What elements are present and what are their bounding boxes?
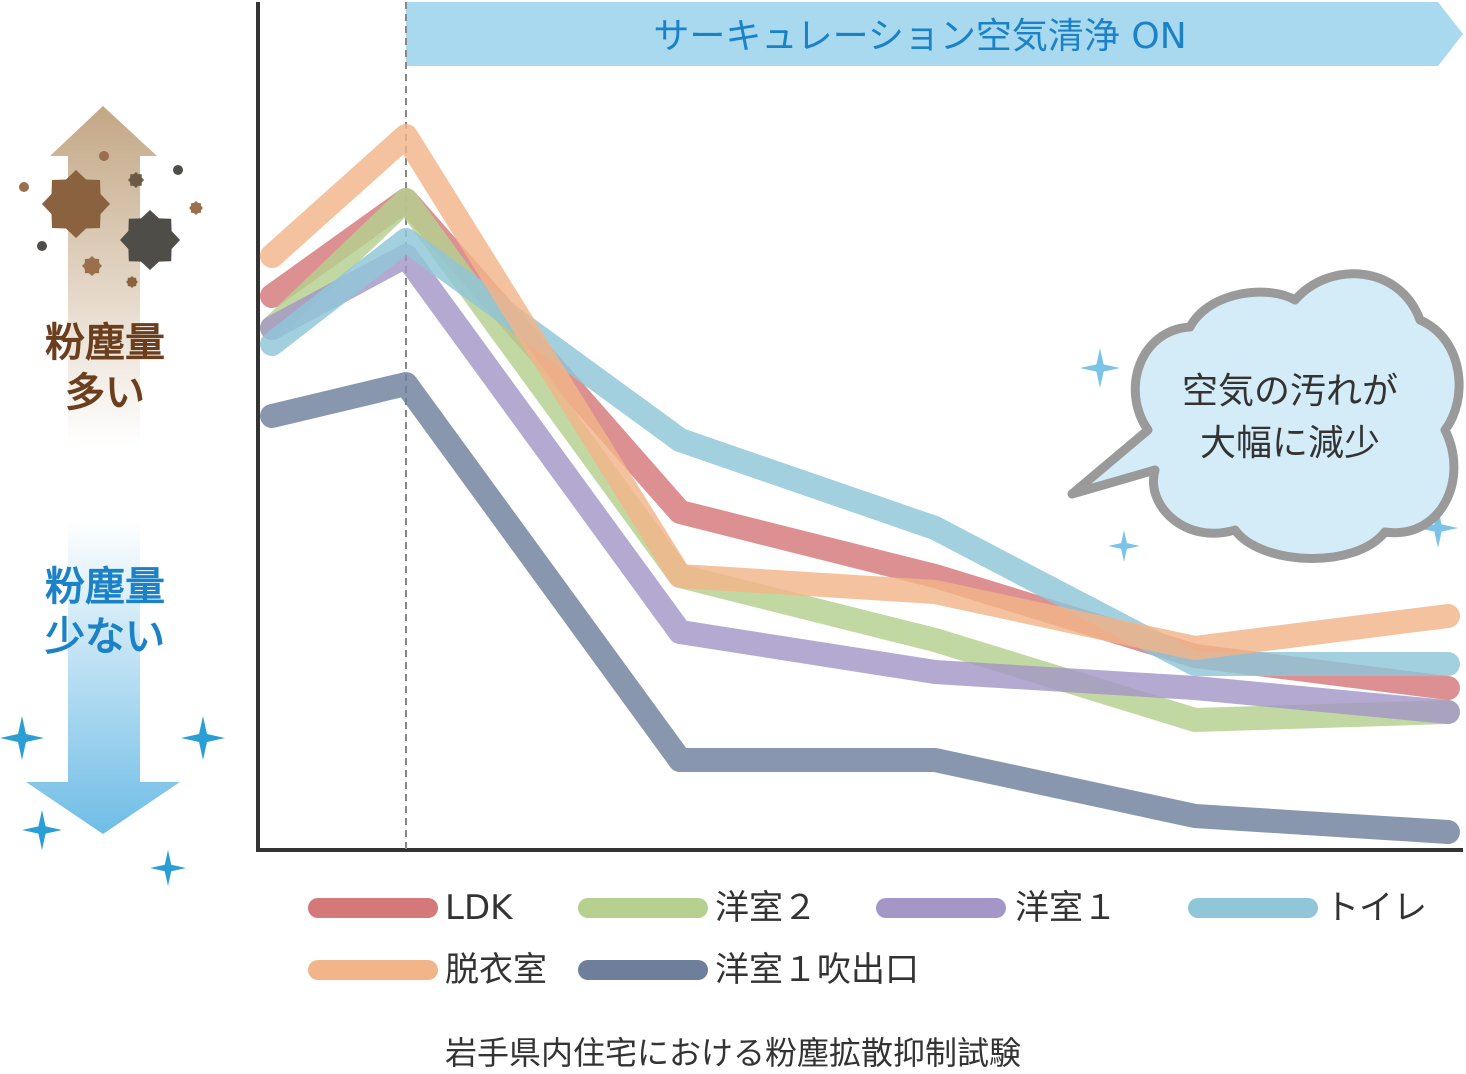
- series-line-4: [260, 124, 1460, 660]
- less-dust-label: 粉塵量 少ない: [20, 562, 190, 662]
- chart-caption: 岩手県内住宅における粉塵拡散抑制試験: [444, 1034, 1021, 1072]
- dust-dot-icon: [99, 151, 109, 161]
- legend-swatches: [308, 898, 1318, 980]
- dust-small-icon: [126, 276, 138, 288]
- less-dust-line1: 粉塵量: [45, 564, 165, 610]
- legend-label-dressing: 脱衣室: [445, 950, 547, 990]
- sparkle-icons: [0, 348, 1458, 886]
- series-line-5: [260, 372, 1460, 844]
- dust-small-icon: [128, 172, 144, 188]
- sparkle-icon: [1108, 530, 1140, 562]
- legend-label-toilet: トイレ: [1325, 888, 1427, 928]
- series-layer: [260, 124, 1460, 844]
- more-dust-label: 粉塵量 多い: [20, 318, 190, 418]
- more-dust-line1: 粉塵量: [45, 320, 165, 366]
- sparkle-icon: [150, 850, 186, 886]
- dust-dot-icon: [173, 165, 183, 175]
- banner-arrow: [406, 2, 1463, 66]
- legend-label-room2: 洋室２: [715, 888, 817, 928]
- legend-label-room1: 洋室１: [1015, 888, 1117, 928]
- dust-large-dark-icon: [120, 210, 180, 270]
- less-dust-line2: 少ない: [45, 614, 165, 660]
- sparkle-icon: [181, 716, 225, 760]
- callout-line1: 空気の汚れが: [1181, 371, 1398, 412]
- callout-bubble: [1067, 269, 1464, 563]
- dust-small-icon: [189, 201, 203, 215]
- sparkle-icon: [0, 716, 44, 760]
- more-dust-line2: 多い: [65, 370, 145, 416]
- dust-particles-icon: [19, 151, 203, 288]
- dust-large-brown-icon: [42, 170, 110, 238]
- series-line-3: [260, 228, 1460, 676]
- sparkle-icon: [1418, 508, 1458, 548]
- less-dust-arrow: [26, 520, 180, 834]
- dust-dot-icon: [37, 241, 47, 251]
- callout-text: 空気の汚れが 大幅に減少: [1160, 366, 1420, 470]
- legend-label-room1-outlet: 洋室１吹出口: [715, 950, 919, 990]
- dust-small-icon: [82, 256, 102, 276]
- banner-label: サーキュレーション空気清浄 ON: [653, 16, 1187, 57]
- callout-line2: 大幅に減少: [1199, 423, 1380, 464]
- series-line-1: [260, 188, 1460, 732]
- legend-label-ldk: LDK: [445, 888, 513, 928]
- sparkle-icon: [1080, 348, 1120, 388]
- sparkle-icon: [22, 810, 62, 850]
- dust-dot-icon: [19, 182, 29, 192]
